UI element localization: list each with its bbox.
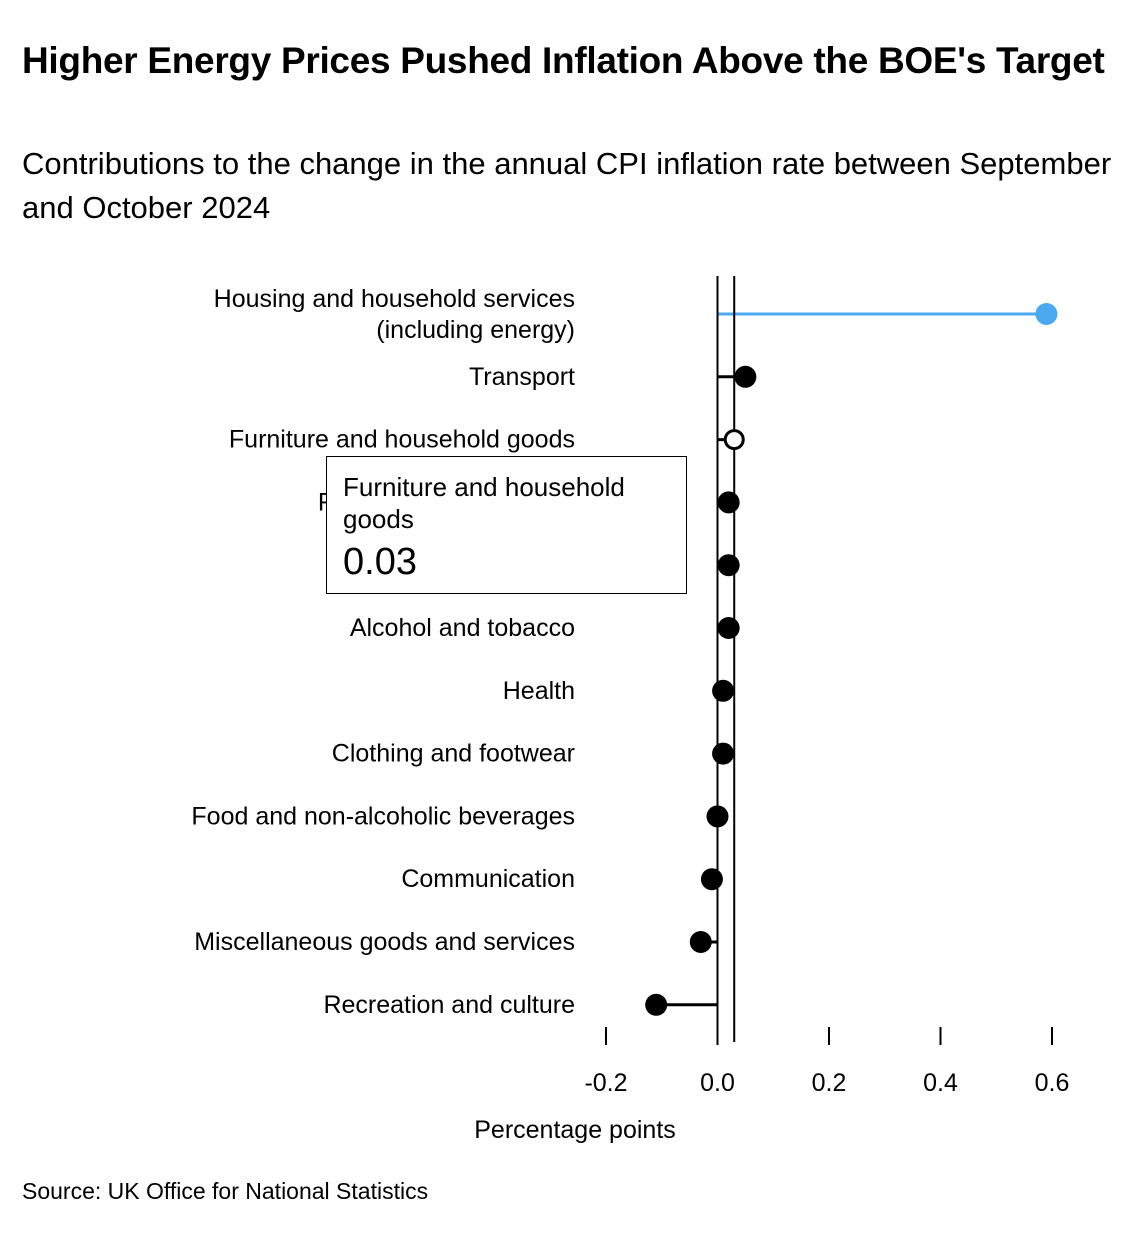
chart-title: Higher Energy Prices Pushed Inflation Ab… bbox=[22, 40, 1105, 81]
hover-tooltip: Furniture and household goods 0.03 bbox=[326, 456, 687, 594]
x-axis-title: Percentage points bbox=[474, 1116, 676, 1144]
x-tick-label: 0.4 bbox=[923, 1069, 958, 1097]
tooltip-label: Furniture and household goods bbox=[343, 472, 625, 534]
category-label: Transport bbox=[469, 363, 575, 391]
category-label: Furniture and household goods bbox=[229, 426, 575, 454]
data-point[interactable] bbox=[689, 931, 712, 953]
data-point[interactable] bbox=[700, 868, 723, 891]
data-point[interactable] bbox=[734, 365, 757, 388]
data-point[interactable] bbox=[712, 742, 735, 765]
x-tick-label: 0.6 bbox=[1035, 1069, 1070, 1097]
category-label: Food and non-alcoholic beverages bbox=[191, 802, 575, 830]
stems-layer bbox=[656, 312, 1047, 1007]
data-point[interactable] bbox=[717, 491, 740, 514]
data-point[interactable] bbox=[712, 679, 735, 702]
category-labels-layer: Housing and household services (including… bbox=[191, 285, 575, 1019]
category-label: Communication bbox=[401, 865, 575, 893]
x-tick-label: -0.2 bbox=[584, 1069, 627, 1097]
x-tick-label: 0.0 bbox=[700, 1069, 735, 1097]
data-point[interactable] bbox=[717, 554, 740, 577]
category-label: Housing and household services (including… bbox=[214, 285, 575, 344]
dots-layer bbox=[645, 303, 1058, 1016]
axis-layer: -0.2 0.0 0.2 0.4 0.6 Percentage points bbox=[474, 276, 1069, 1144]
data-point[interactable] bbox=[706, 805, 729, 828]
chart-subtitle: Contributions to the change in the annua… bbox=[22, 146, 1112, 225]
data-point[interactable] bbox=[717, 617, 740, 639]
tooltip-value: 0.03 bbox=[343, 541, 417, 583]
data-point[interactable] bbox=[645, 993, 668, 1016]
category-label: Alcohol and tobacco bbox=[350, 614, 575, 642]
category-label: Clothing and footwear bbox=[332, 740, 575, 768]
category-label: Recreation and culture bbox=[323, 991, 575, 1019]
source-note: Source: UK Office for National Statistic… bbox=[22, 1178, 429, 1204]
data-point[interactable] bbox=[1035, 303, 1058, 325]
category-label: Health bbox=[503, 677, 575, 705]
category-label: Miscellaneous goods and services bbox=[194, 928, 575, 956]
x-tick-label: 0.2 bbox=[812, 1069, 847, 1097]
data-point-hovered[interactable] bbox=[723, 429, 745, 451]
